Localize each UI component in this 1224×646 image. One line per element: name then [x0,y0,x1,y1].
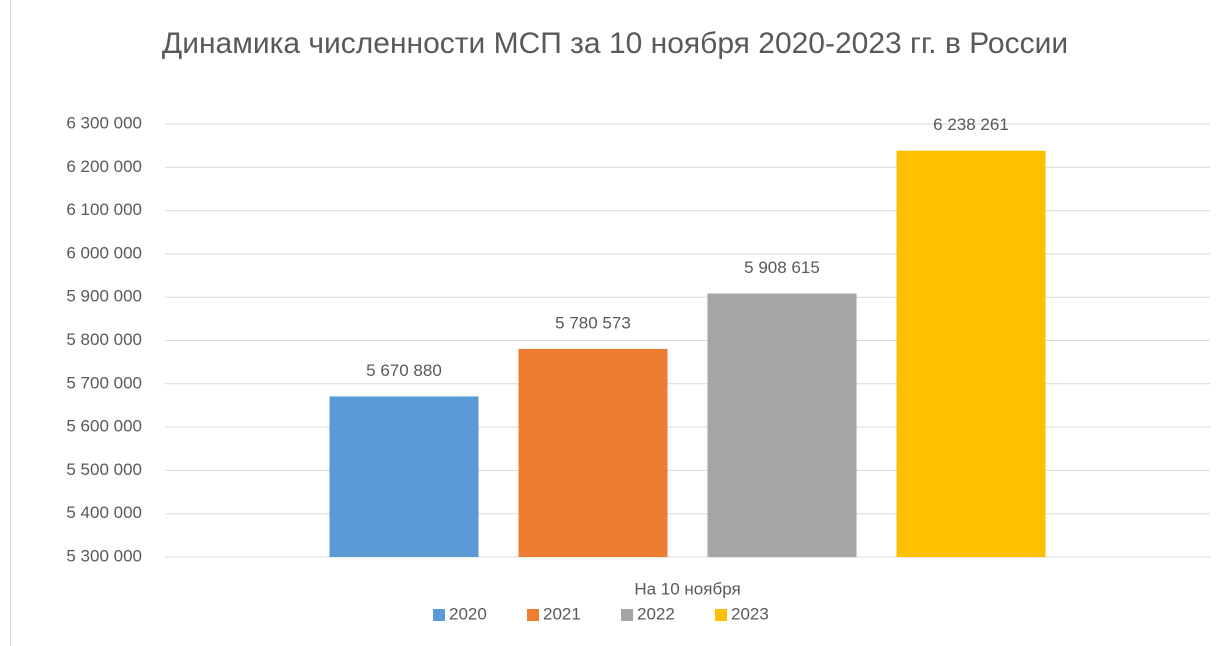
y-tick-label: 6 000 000 [66,243,142,262]
x-tick-label: На 10 ноября [634,579,740,598]
bar [896,150,1046,558]
y-tick-label: 5 600 000 [66,417,142,436]
y-tick-label: 5 300 000 [66,546,142,565]
legend-label: 2020 [449,604,487,623]
y-tick-label: 5 500 000 [66,460,142,479]
legend-swatch [527,609,539,621]
y-tick-label: 5 800 000 [66,330,142,349]
legend-swatch [621,609,633,621]
bar [707,293,857,557]
bar [329,396,479,557]
y-tick-label: 5 400 000 [66,503,142,522]
chart-title: Динамика численности МСП за 10 ноября 20… [161,27,1069,60]
y-tick-label: 6 200 000 [66,157,142,176]
data-label: 5 670 880 [366,361,442,380]
legend-label: 2022 [637,604,675,623]
legend-swatch [715,609,727,621]
legend-label: 2021 [543,604,581,623]
bar [518,348,668,557]
data-label: 5 908 615 [744,258,820,277]
data-label: 5 780 573 [555,313,631,332]
data-label: 6 238 261 [933,115,1009,134]
y-tick-label: 5 700 000 [66,373,142,392]
legend-label: 2023 [731,604,769,623]
y-tick-label: 6 300 000 [66,113,142,132]
y-tick-label: 5 900 000 [66,287,142,306]
legend-swatch [433,609,445,621]
y-tick-label: 6 100 000 [66,200,142,219]
